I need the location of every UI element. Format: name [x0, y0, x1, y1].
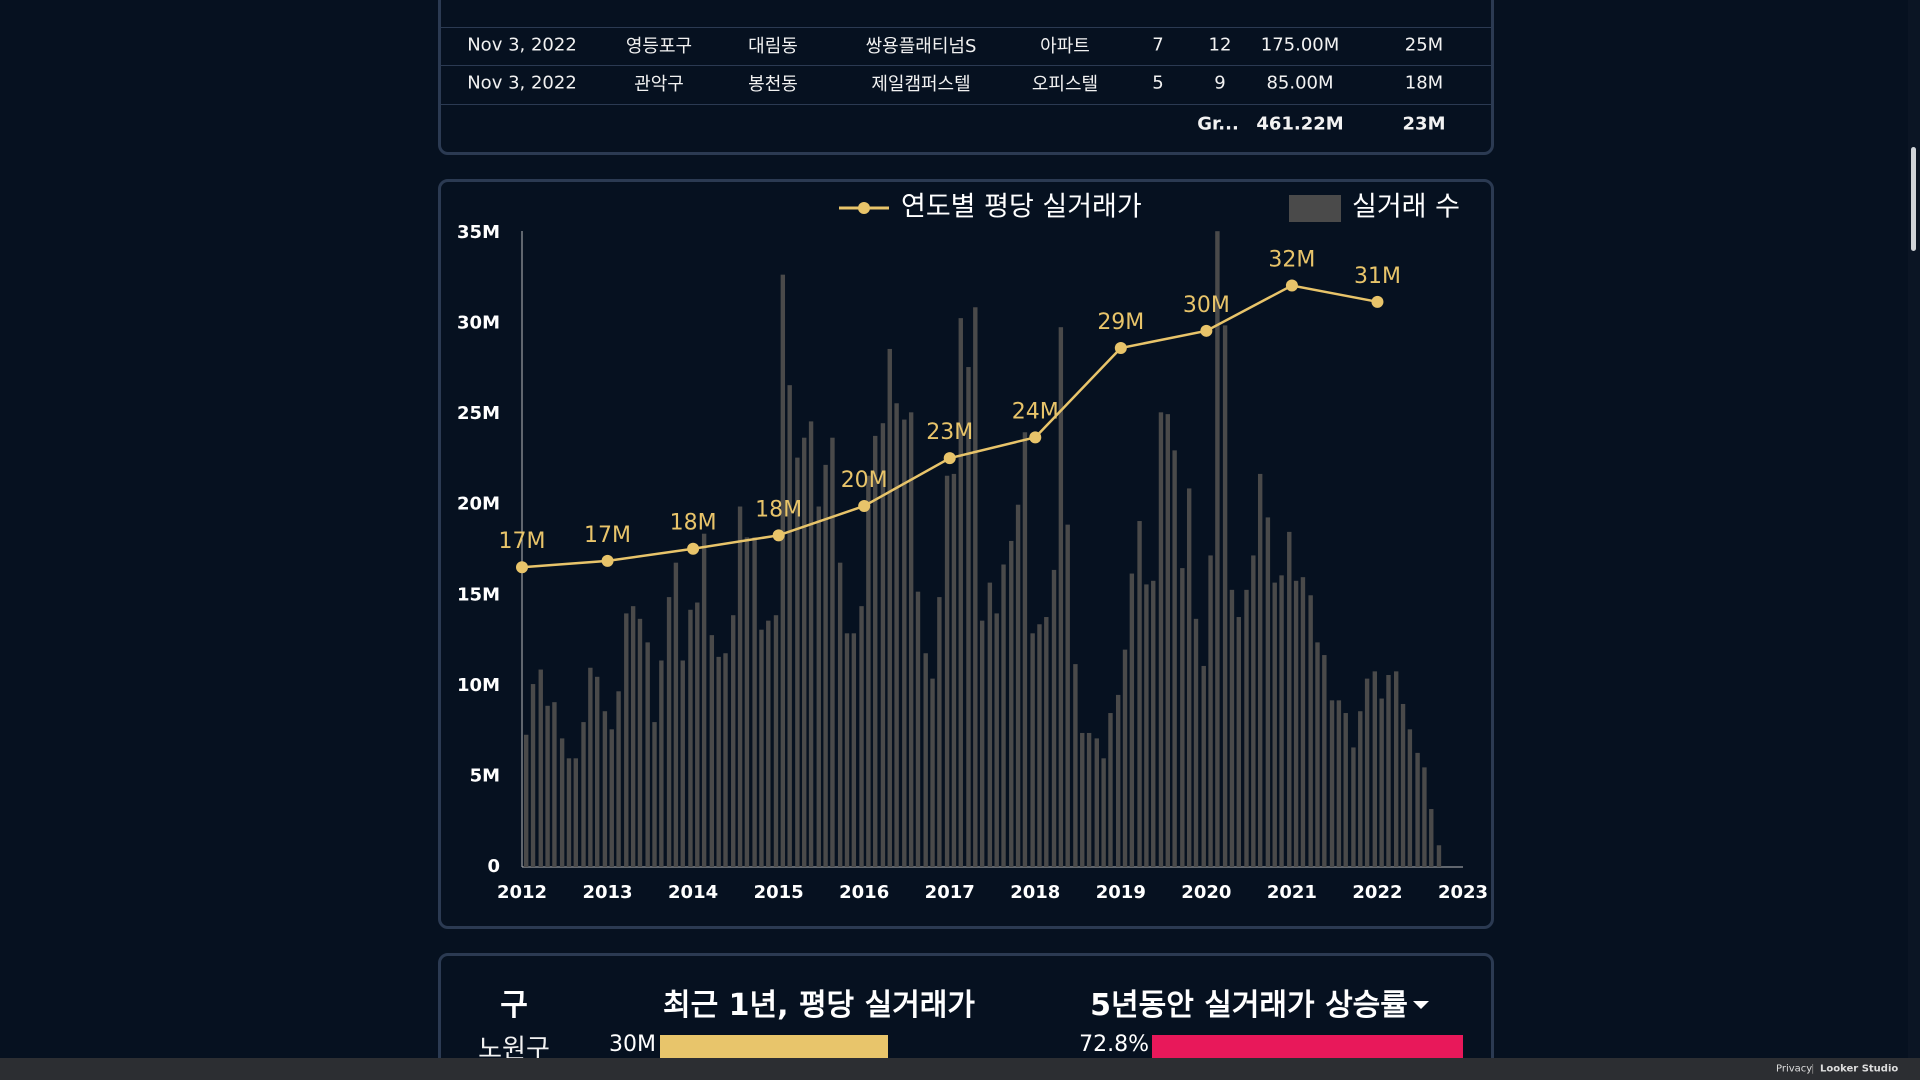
- row-divider: [441, 27, 1491, 28]
- table-cell: 175.00M: [1260, 34, 1340, 56]
- table-cell: 대림동: [748, 36, 798, 57]
- table-cell: 제일캠퍼스텔: [871, 74, 971, 95]
- column-header: 구: [500, 988, 528, 1023]
- table-cell: 12: [1208, 34, 1232, 56]
- table-cell: Nov 3, 2022: [467, 34, 577, 56]
- sort-arrow[interactable]: [1413, 1001, 1429, 1009]
- column-header[interactable]: 최근 1년, 평당 실거래가: [662, 988, 976, 1023]
- rate-label: 72.8%: [1079, 1032, 1149, 1057]
- price-label: 30M: [609, 1032, 656, 1057]
- ranking-panel: [438, 953, 1494, 1080]
- table-cell: 9: [1214, 72, 1226, 94]
- table-cell: 봉천동: [748, 74, 798, 95]
- table-panel: [438, 0, 1494, 155]
- scrollbar-thumb[interactable]: [1911, 147, 1916, 251]
- table-cell: 85.00M: [1266, 72, 1334, 94]
- table-cell: 관악구: [634, 74, 684, 95]
- footer: Privacy | Looker Studio: [0, 1058, 1920, 1080]
- table-cell: 오피스텔: [1031, 74, 1099, 95]
- privacy-link[interactable]: Privacy: [1776, 1063, 1813, 1075]
- price-bar: [660, 1035, 888, 1061]
- scrollbar[interactable]: [1908, 0, 1920, 1058]
- table-cell: 7: [1152, 34, 1164, 56]
- rate-bar: [1152, 1035, 1463, 1061]
- row-divider: [441, 65, 1491, 66]
- table-cell: 18M: [1404, 72, 1444, 94]
- table-cell: 영등포구: [625, 36, 693, 57]
- chart-panel: [438, 179, 1494, 929]
- row-divider: [441, 104, 1491, 105]
- brand[interactable]: Looker Studio: [1820, 1063, 1899, 1075]
- table-cell: 5: [1152, 72, 1164, 94]
- separator: |: [1811, 1063, 1815, 1075]
- table-cell: 아파트: [1040, 36, 1090, 57]
- total-cell: 23M: [1402, 113, 1446, 135]
- column-header[interactable]: 5년동안 실거래가 상승률: [1090, 988, 1408, 1023]
- table-cell: Nov 3, 2022: [467, 72, 577, 94]
- total-cell: 461.22M: [1256, 113, 1344, 135]
- table-cell: 쌍용플래티넘S: [865, 36, 977, 57]
- total-cell: Gr...: [1197, 113, 1239, 135]
- table-cell: 25M: [1404, 34, 1444, 56]
